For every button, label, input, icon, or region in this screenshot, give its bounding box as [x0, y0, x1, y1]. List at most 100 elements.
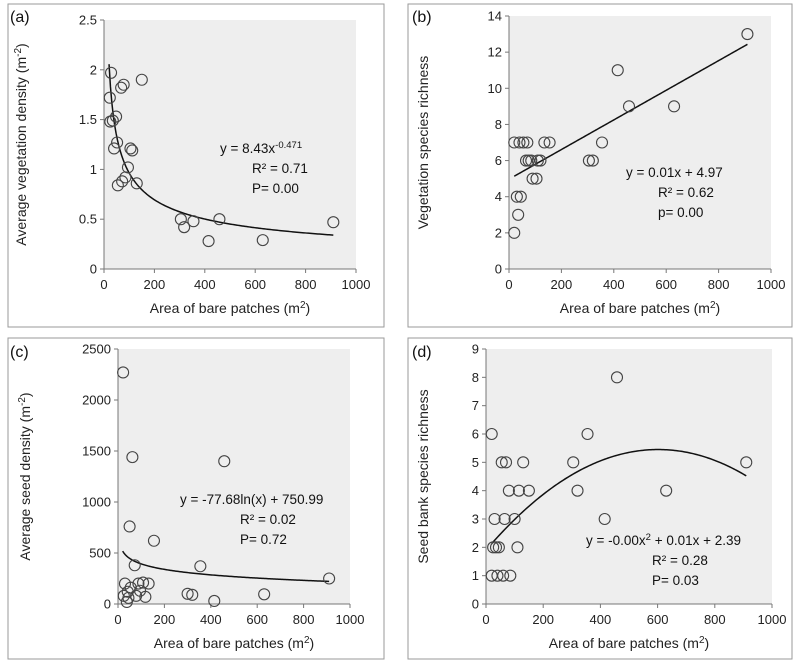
x-tick-label: 400: [590, 612, 612, 627]
fit-equation: y = 0.01x + 4.97: [626, 165, 723, 180]
y-tick-label: 1500: [82, 444, 111, 459]
p-value: P= 0.00: [252, 181, 299, 196]
y-tick-label: 4: [495, 189, 502, 204]
x-tick-label: 1000: [342, 277, 371, 292]
r-squared: R² = 0.02: [240, 512, 296, 527]
data-point: [181, 587, 194, 600]
x-tick-label: 0: [482, 612, 489, 627]
p-value: P= 0.72: [240, 532, 287, 547]
data-point: [485, 427, 498, 441]
x-tick-label: 1000: [336, 612, 365, 627]
x-axis-label: Area of bare patches (m2): [154, 635, 314, 651]
data-point: [126, 451, 139, 464]
y-tick-label: 0: [104, 597, 111, 612]
y-tick-label: 7: [472, 398, 479, 413]
data-point: [610, 371, 624, 384]
data-point: [513, 136, 526, 149]
data-point: [137, 576, 150, 589]
y-tick-label: 3: [472, 512, 479, 527]
data-point: [218, 455, 231, 468]
data-point: [508, 512, 521, 526]
trend-line: [491, 448, 747, 545]
y-tick-label: 1: [90, 162, 97, 177]
y-tick-label: 1.5: [79, 112, 97, 127]
data-point: [124, 142, 137, 155]
x-tick-label: 0: [505, 277, 512, 292]
y-tick-label: 9: [472, 342, 479, 357]
x-tick-label: 600: [655, 277, 677, 292]
x-tick-label: 800: [704, 612, 726, 627]
y-tick-label: 14: [488, 9, 502, 24]
y-tick-label: 12: [488, 45, 502, 60]
data-point: [581, 427, 594, 441]
x-tick-label: 400: [200, 612, 222, 627]
y-tick-label: 2: [472, 540, 479, 555]
panel-a: 0 0.5 1 1.5 2 2.5 0 200 400 600 800 1000 Area of bar…: [7, 3, 385, 328]
data-point: [598, 512, 611, 526]
data-point: [660, 484, 673, 497]
data-point: [508, 226, 521, 239]
y-tick-label: 2.5: [79, 13, 97, 28]
data-point: [534, 154, 547, 167]
data-point: [508, 136, 521, 149]
y-tick-label: 8: [472, 370, 479, 385]
data-point: [530, 172, 543, 185]
plot-area: [509, 16, 771, 269]
data-point: [174, 213, 187, 226]
y-tick-label: 2000: [82, 393, 111, 408]
panel-b: 0 2 4 6 8 10 12 14 0 200 400 600 800 1000 Area of bare…: [407, 3, 793, 328]
data-point: [514, 190, 527, 203]
y-tick-label: 5: [472, 455, 479, 470]
y-tick-label: 8: [495, 117, 502, 132]
panel-d: 0 1 2 3 4 5 6 7 8 9 0 200 400 600 800 1000 Area of bare …: [407, 337, 793, 660]
data-point: [504, 569, 517, 582]
trend-line: [108, 64, 334, 236]
data-point: [202, 235, 215, 248]
data-point: [111, 179, 124, 192]
data-point: [186, 588, 199, 601]
data-point: [543, 136, 556, 149]
data-point: [522, 154, 535, 167]
y-axis-label: Average vegetation density (m-2): [13, 43, 29, 245]
data-point: [147, 534, 161, 547]
data-point: [110, 110, 123, 123]
panel-label: (c): [10, 344, 29, 361]
data-point: [115, 81, 128, 94]
data-point: [208, 594, 221, 607]
data-point: [178, 221, 191, 234]
x-tick-label: 600: [244, 277, 266, 292]
data-point: [117, 366, 130, 379]
x-tick-label: 200: [551, 277, 573, 292]
data-point: [622, 100, 636, 113]
data-point: [135, 73, 148, 86]
y-tick-label: 0: [472, 597, 479, 612]
plot-area: [104, 20, 356, 269]
data-point: [499, 456, 513, 469]
data-point: [491, 569, 504, 582]
x-tick-label: 200: [154, 612, 176, 627]
data-point: [187, 215, 200, 228]
data-point: [512, 208, 525, 221]
x-tick-label: 1000: [757, 277, 786, 292]
data-point: [668, 100, 681, 113]
y-tick-label: 0: [495, 262, 502, 277]
data-point: [586, 154, 599, 167]
x-tick-label: 800: [293, 612, 315, 627]
y-tick-label: 2: [495, 225, 502, 240]
x-tick-label: 0: [100, 277, 107, 292]
data-point: [123, 520, 136, 533]
data-point: [132, 577, 145, 590]
data-point: [517, 136, 530, 149]
data-point: [105, 66, 118, 79]
panel-label: (b): [412, 9, 432, 26]
data-point: [567, 456, 580, 469]
data-point: [103, 91, 116, 104]
plot-area: [486, 349, 772, 604]
y-tick-label: 1000: [82, 495, 111, 510]
data-point: [111, 136, 124, 149]
x-tick-label: 200: [532, 612, 554, 627]
data-point: [498, 512, 511, 526]
p-value: p= 0.00: [658, 205, 703, 220]
x-tick-label: 600: [246, 612, 268, 627]
data-point: [194, 560, 207, 573]
